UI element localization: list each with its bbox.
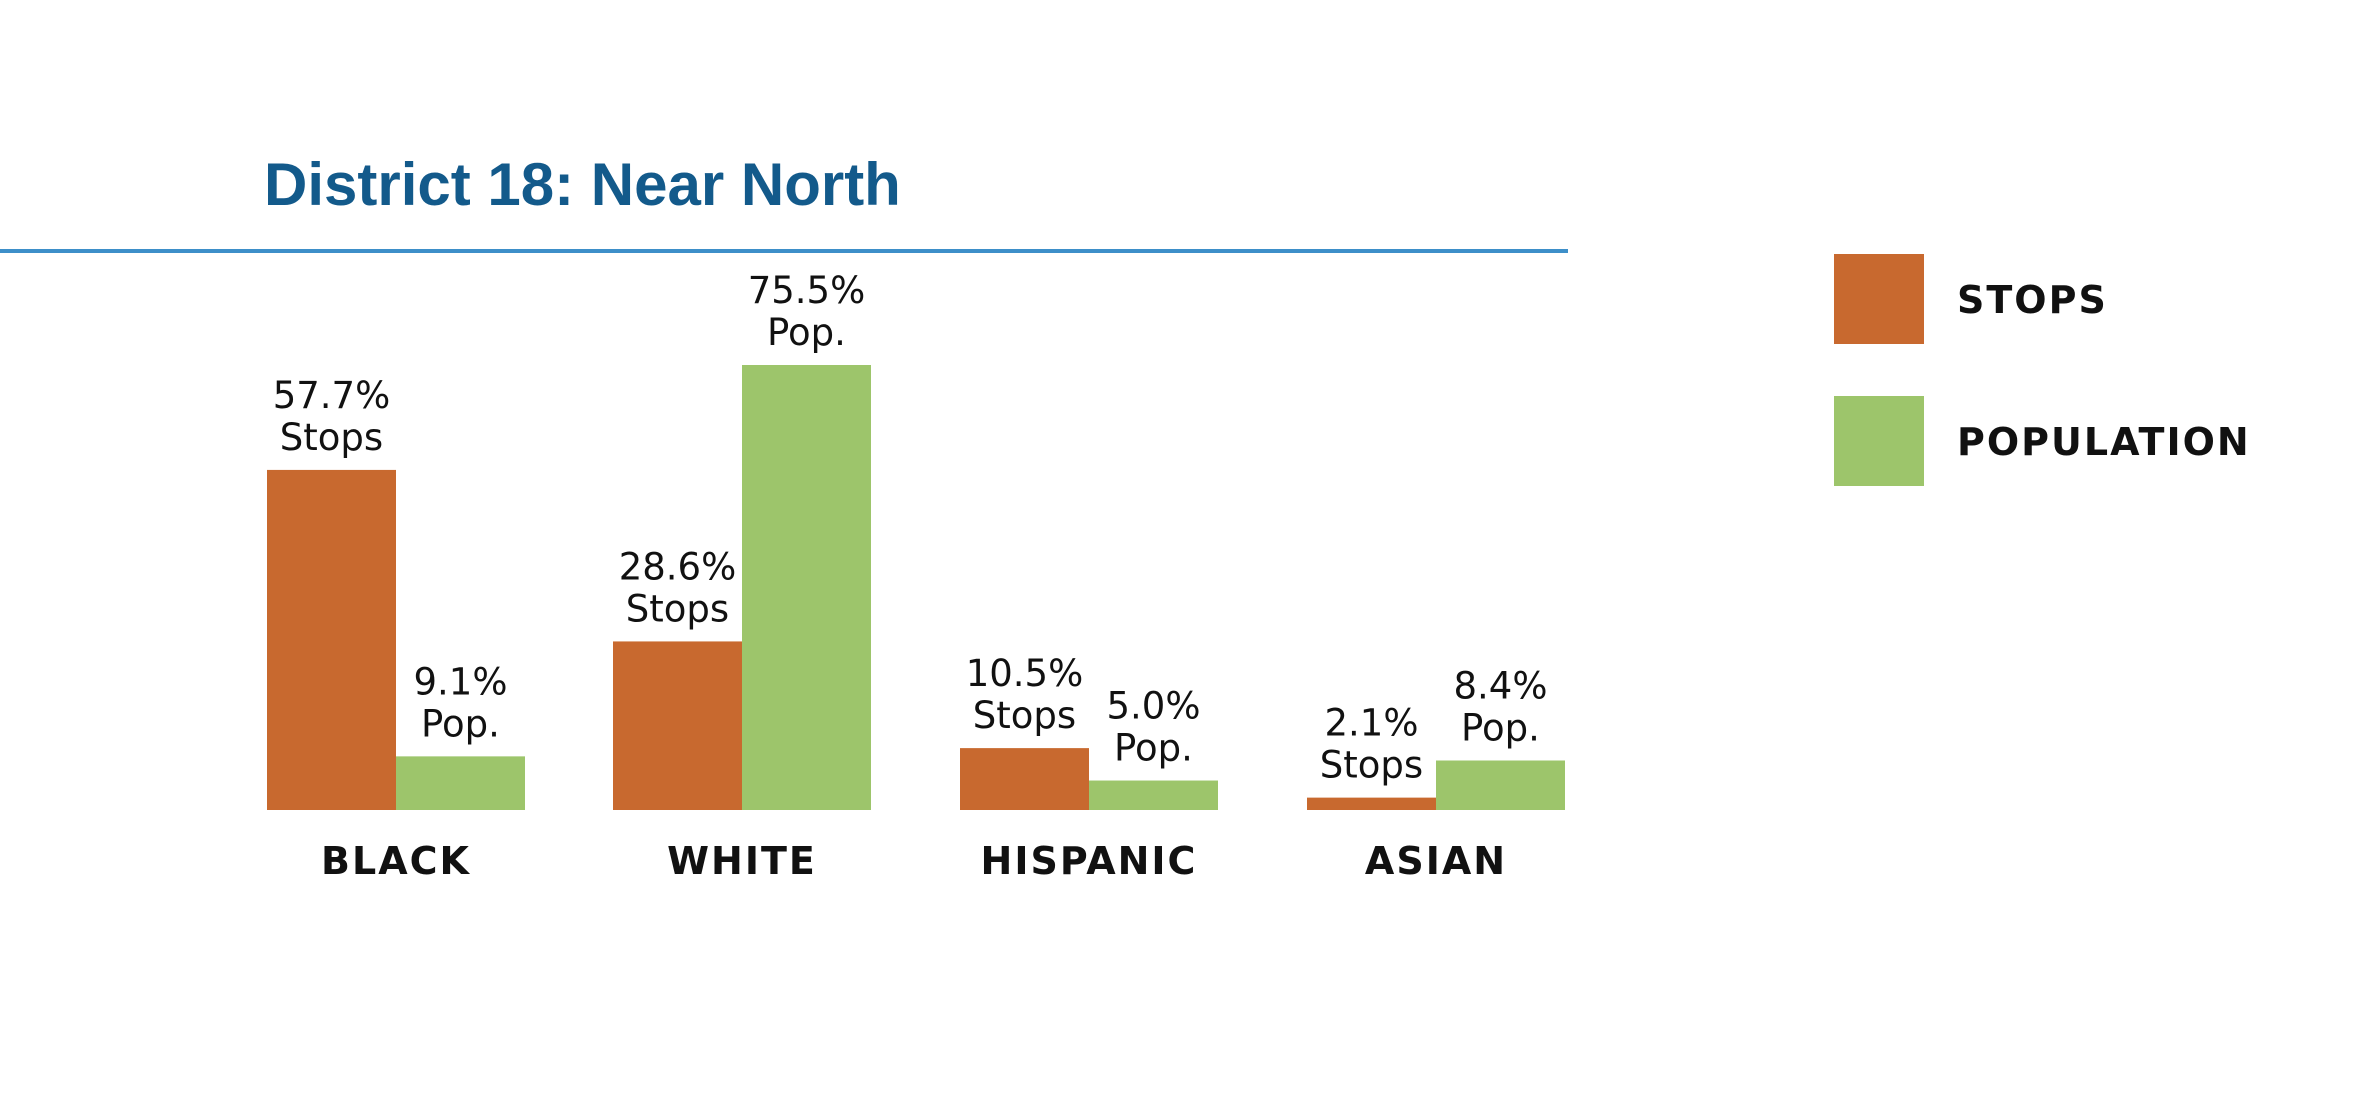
bar-population-hispanic — [1089, 780, 1218, 810]
bar-population-white — [742, 365, 871, 810]
data-label-stops-black: 57.7% — [273, 374, 391, 417]
data-suffix-stops-asian: Stops — [1320, 744, 1423, 787]
legend-swatch-stops — [1834, 254, 1924, 344]
bar-stops-asian — [1307, 797, 1436, 810]
data-suffix-stops-white: Stops — [626, 587, 729, 630]
data-label-population-asian: 8.4% — [1454, 664, 1548, 707]
legend-label-stops: STOPS — [1957, 278, 2108, 322]
data-label-population-black: 9.1% — [414, 660, 508, 703]
legend-label-population: POPULATION — [1957, 420, 2251, 464]
bar-stops-black — [267, 469, 396, 810]
data-suffix-population-asian: Pop. — [1461, 706, 1540, 749]
category-label-hispanic: HISPANIC — [981, 839, 1198, 883]
data-suffix-population-black: Pop. — [421, 702, 500, 745]
data-suffix-stops-black: Stops — [280, 416, 383, 459]
bar-population-black — [396, 756, 525, 810]
bar-stops-hispanic — [960, 748, 1089, 810]
bar-population-asian — [1436, 760, 1565, 810]
category-label-asian: ASIAN — [1365, 839, 1507, 883]
data-label-stops-white: 28.6% — [619, 545, 737, 588]
chart-title: District 18: Near North — [264, 151, 901, 218]
bars-group: 57.7%Stops9.1%Pop.BLACK28.6%Stops75.5%Po… — [267, 269, 1565, 883]
data-label-population-hispanic: 5.0% — [1107, 685, 1201, 728]
data-label-population-white: 75.5% — [748, 269, 866, 312]
legend: STOPS POPULATION — [1834, 254, 2251, 486]
data-suffix-population-white: Pop. — [767, 311, 846, 354]
legend-swatch-population — [1834, 396, 1924, 486]
category-label-white: WHITE — [667, 839, 817, 883]
data-label-stops-asian: 2.1% — [1325, 702, 1419, 745]
category-label-black: BLACK — [321, 839, 471, 883]
data-suffix-stops-hispanic: Stops — [973, 694, 1076, 737]
data-label-stops-hispanic: 10.5% — [966, 652, 1084, 695]
data-suffix-population-hispanic: Pop. — [1114, 727, 1193, 770]
bar-stops-white — [613, 641, 742, 810]
